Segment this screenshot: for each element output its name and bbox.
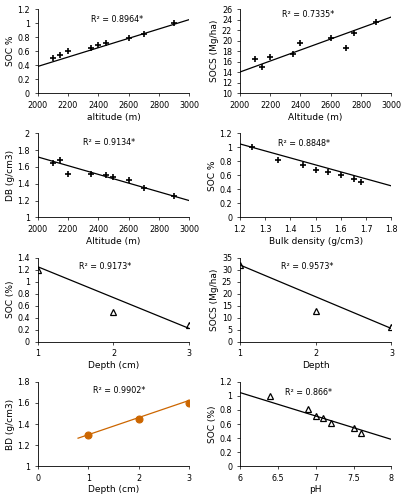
Text: R² = 0.8848*: R² = 0.8848* [278, 139, 330, 148]
X-axis label: Altitude (m): Altitude (m) [86, 237, 141, 246]
Text: R² = 0.7335*: R² = 0.7335* [282, 10, 335, 19]
Y-axis label: SOCS (Mg/ha): SOCS (Mg/ha) [210, 268, 219, 331]
Y-axis label: SOC (%): SOC (%) [208, 405, 217, 443]
Y-axis label: SOCS (Mg/ha): SOCS (Mg/ha) [210, 20, 219, 82]
X-axis label: Depth (cm): Depth (cm) [88, 486, 139, 494]
Text: R² = 0.9173*: R² = 0.9173* [79, 262, 131, 272]
Y-axis label: SOC %: SOC % [208, 160, 217, 190]
X-axis label: altitude (m): altitude (m) [87, 112, 140, 122]
Text: R² = 0.866*: R² = 0.866* [285, 388, 332, 396]
Text: R² = 0.9573*: R² = 0.9573* [281, 262, 334, 272]
X-axis label: Depth: Depth [302, 361, 329, 370]
Y-axis label: DB (g/cm3): DB (g/cm3) [6, 150, 15, 201]
Text: R² = 0.8964*: R² = 0.8964* [91, 14, 143, 24]
X-axis label: Altitude (m): Altitude (m) [289, 112, 343, 122]
Y-axis label: SOC (%): SOC (%) [6, 281, 15, 318]
X-axis label: Depth (cm): Depth (cm) [88, 361, 139, 370]
Text: R² = 0.9902*: R² = 0.9902* [93, 386, 146, 395]
Y-axis label: SOC %: SOC % [6, 36, 15, 66]
X-axis label: Bulk density (g/cm3): Bulk density (g/cm3) [269, 237, 363, 246]
Text: R² = 0.9134*: R² = 0.9134* [83, 138, 135, 146]
X-axis label: pH: pH [309, 486, 322, 494]
Y-axis label: BD (g/cm3): BD (g/cm3) [6, 398, 15, 450]
